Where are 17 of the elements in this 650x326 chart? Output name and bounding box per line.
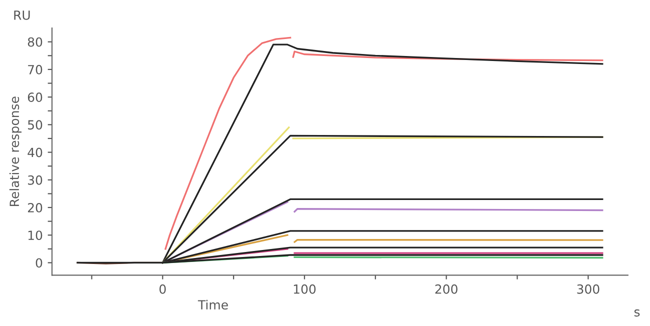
y-tick-label: 0 bbox=[36, 258, 42, 268]
x-tick-label: 0 bbox=[159, 284, 166, 294]
text: RU bbox=[14, 10, 30, 20]
y-tick-label: 40 bbox=[28, 148, 42, 158]
y-tick-label: 60 bbox=[28, 92, 42, 102]
text: s bbox=[634, 309, 640, 317]
x-axis-title: Time bbox=[198, 300, 228, 310]
y-tick-label: 50 bbox=[28, 120, 42, 130]
y-tick-label: 30 bbox=[28, 175, 42, 185]
y-axis-title: Relative response bbox=[9, 96, 22, 206]
y-tick-label: 80 bbox=[28, 37, 42, 47]
x-tick-label: 300 bbox=[577, 284, 600, 294]
y-tick-label: 70 bbox=[28, 64, 42, 74]
y-tick-label: 20 bbox=[28, 202, 42, 212]
x-tick-label: 200 bbox=[435, 284, 458, 294]
y-tick-label: 10 bbox=[28, 230, 42, 240]
x-tick-label: 100 bbox=[294, 284, 316, 294]
